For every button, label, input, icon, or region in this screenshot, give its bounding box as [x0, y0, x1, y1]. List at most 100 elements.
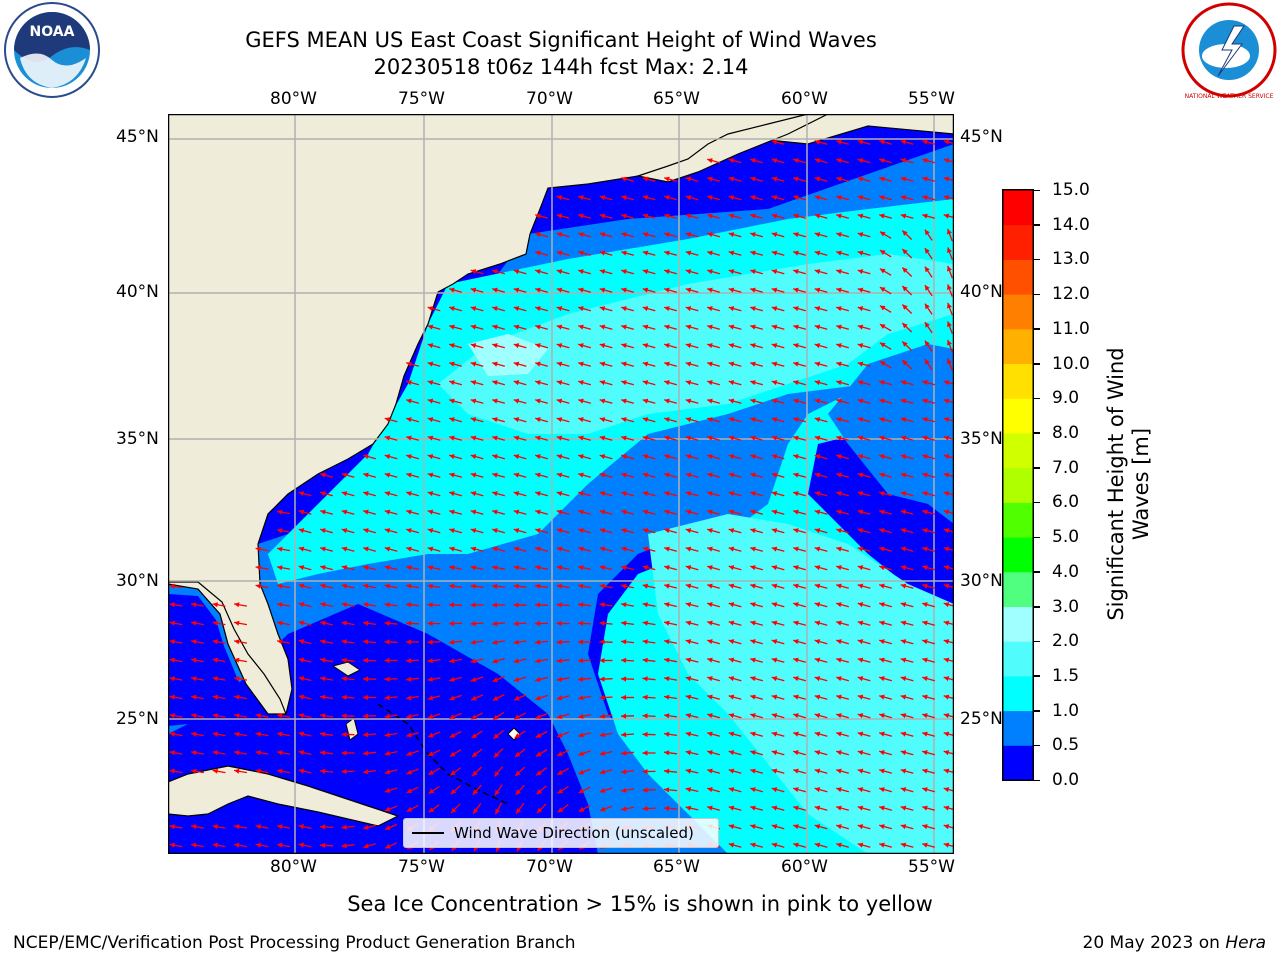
wind-wave-arrow-head: [836, 842, 842, 848]
wind-wave-arrow-head: [277, 565, 283, 571]
wind-wave-arrow-head: [707, 694, 713, 700]
wind-wave-arrow-head: [471, 695, 477, 701]
wind-wave-arrow-head: [836, 731, 842, 737]
wind-wave-arrow-head: [922, 731, 928, 737]
wind-wave-arrow-head: [707, 583, 713, 589]
wind-wave-arrow-head: [814, 195, 821, 201]
wind-wave-arrow-head: [814, 768, 821, 774]
wind-wave-arrow-head: [513, 639, 519, 645]
wind-wave-arrow-head: [857, 398, 864, 404]
wind-wave-arrow-head: [599, 806, 606, 812]
wind-wave-arrow-head: [750, 565, 756, 571]
wind-wave-arrow-head: [169, 731, 175, 737]
wind-wave-arrow-head: [493, 752, 500, 758]
wind-wave-arrow-head: [473, 808, 479, 814]
wind-wave-arrow-head: [922, 398, 928, 404]
wind-wave-arrow-head: [750, 306, 756, 312]
wind-wave-arrow-head: [879, 195, 885, 201]
wind-wave-arrow-head: [728, 620, 735, 626]
wind-wave-arrow-head: [406, 713, 412, 719]
colorbar-segment: [1003, 675, 1033, 712]
wind-wave-arrow-head: [750, 324, 756, 330]
wind-wave-arrow-head: [685, 509, 692, 515]
wind-wave-arrow-head: [728, 250, 735, 256]
wind-wave-arrow-head: [685, 639, 692, 645]
wind-wave-arrow-head: [578, 472, 584, 478]
wind-wave-arrow-head: [642, 472, 649, 478]
wind-wave-arrow-head: [535, 343, 541, 349]
wind-wave-arrow-head: [836, 546, 842, 552]
wind-wave-arrow-head: [793, 176, 799, 182]
wind-wave-arrow-head: [707, 454, 713, 460]
wind-wave-arrow-head: [943, 787, 950, 793]
wind-wave-arrow-head: [685, 620, 692, 626]
wind-wave-arrow-head: [814, 713, 821, 719]
wind-wave-arrow-head: [857, 676, 864, 682]
wind-wave-arrow-head: [728, 398, 735, 404]
wind-wave-arrow-head: [836, 657, 842, 663]
wind-wave-arrow-head: [793, 787, 799, 793]
wind-wave-arrow-head: [470, 361, 477, 367]
wind-wave-arrow-head: [556, 695, 563, 701]
wind-wave-arrow-head: [707, 528, 713, 534]
wind-wave-arrow-head: [556, 343, 563, 349]
wind-wave-arrow-head: [707, 380, 713, 386]
wind-wave-arrow-head: [472, 789, 478, 795]
wind-wave-arrow-head: [298, 842, 305, 848]
wind-wave-arrow-head: [685, 287, 692, 293]
wind-wave-arrow-head: [470, 658, 477, 664]
wind-wave-arrow-head: [492, 287, 498, 293]
lat-label-right-40n: 40°N: [960, 282, 1003, 302]
wind-wave-arrow-head: [341, 824, 347, 830]
wind-wave-arrow-head: [685, 250, 692, 256]
wind-wave-arrow-head: [943, 768, 950, 774]
wind-wave-arrow-head: [621, 509, 627, 515]
wind-wave-arrow-head: [924, 359, 930, 365]
wind-wave-arrow-head: [793, 750, 799, 756]
wind-wave-arrow-head: [685, 546, 692, 552]
wind-wave-arrow-head: [621, 639, 627, 645]
wind-wave-arrow-head: [341, 731, 347, 738]
wind-wave-arrow-head: [664, 565, 670, 571]
wind-wave-arrow-head: [642, 750, 648, 756]
wind-wave-arrow-head: [924, 322, 930, 328]
wind-wave-arrow-head: [449, 435, 455, 441]
colorbar-tick-label: 7.0: [1052, 457, 1080, 478]
wind-wave-arrow-head: [836, 639, 842, 645]
wind-wave-arrow-head: [814, 472, 821, 478]
wind-wave-arrow-head: [406, 788, 413, 793]
wind-wave-arrow-head: [578, 454, 584, 460]
colorbar-tick-label: 8.0: [1052, 422, 1080, 443]
wind-wave-arrow-head: [535, 658, 541, 664]
wind-wave-arrow-head: [341, 694, 347, 700]
wind-wave-arrow-head: [879, 657, 885, 663]
wind-wave-arrow-head: [685, 491, 692, 497]
wind-wave-arrow-head: [879, 491, 885, 497]
wind-wave-arrow-head: [836, 343, 842, 349]
wind-wave-arrow-head: [427, 528, 434, 534]
run-machine: Hera: [1225, 933, 1266, 953]
wind-wave-arrow-head: [943, 528, 950, 534]
wind-wave-arrow-head: [169, 713, 175, 719]
wind-wave-arrow-head: [836, 398, 842, 404]
wind-wave-arrow-head: [191, 602, 197, 608]
wind-wave-arrow-head: [535, 435, 541, 441]
wind-wave-arrow-head: [857, 602, 864, 608]
wind-wave-arrow-head: [814, 842, 821, 848]
wind-wave-arrow-head: [707, 306, 713, 312]
wind-wave-arrow-head: [449, 491, 455, 497]
ocean-max-patch: [468, 334, 548, 376]
wind-wave-arrow-head: [750, 250, 756, 256]
wind-wave-arrow-head: [341, 768, 347, 775]
wind-wave-arrow-head: [492, 306, 498, 312]
wind-wave-arrow-head: [449, 565, 455, 571]
wind-wave-arrow-head: [578, 620, 584, 626]
wind-wave-arrow-head: [707, 435, 713, 441]
wind-wave-arrow-head: [320, 491, 326, 497]
wind-wave-arrow-head: [255, 583, 261, 589]
wind-wave-arrow-head: [255, 768, 261, 774]
wind-wave-arrow-head: [943, 583, 950, 589]
wind-wave-arrow-head: [513, 417, 520, 423]
wind-wave-arrow-head: [685, 602, 692, 608]
wind-wave-arrow-head: [879, 731, 885, 737]
